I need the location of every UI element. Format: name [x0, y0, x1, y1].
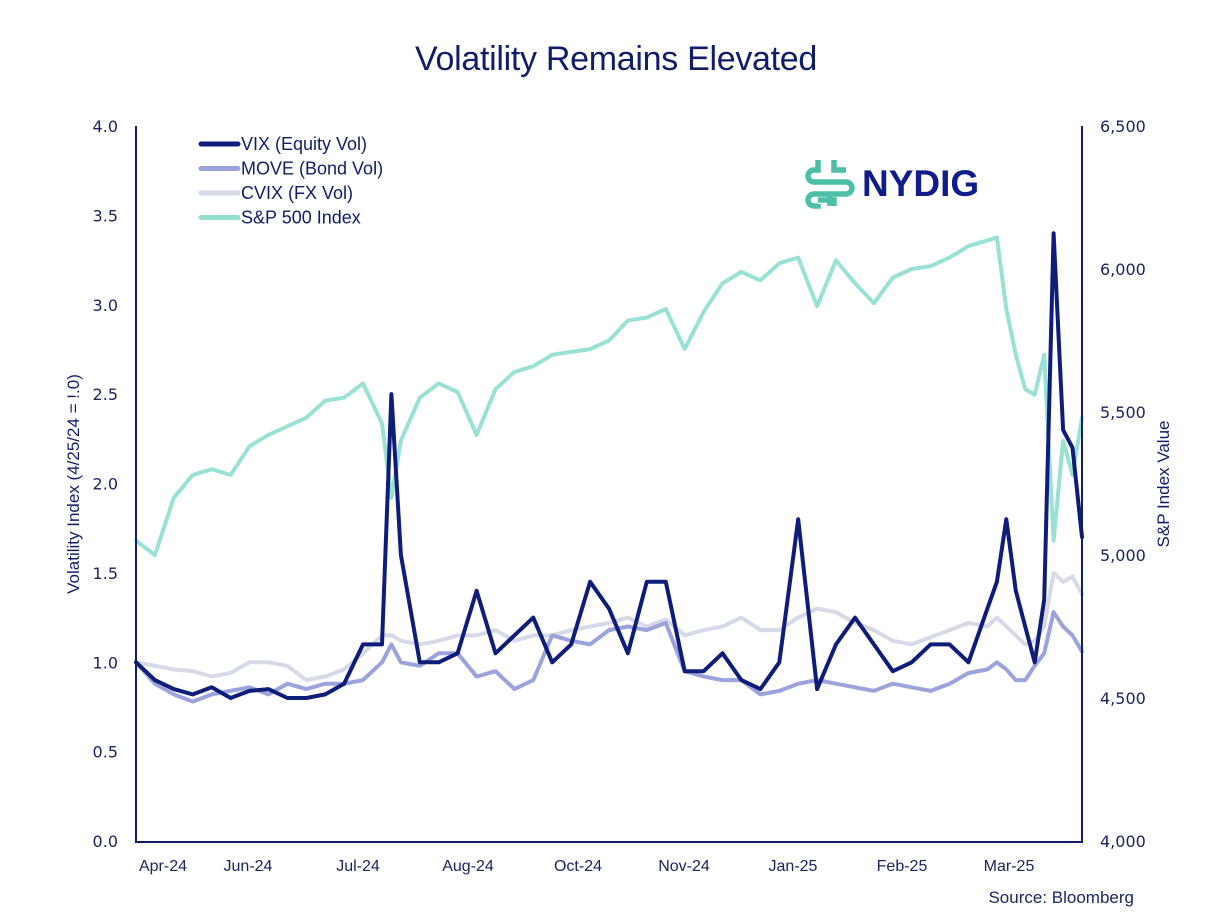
- right-tick-label: 5,000: [1100, 546, 1146, 565]
- left-axis-title: Volatility Index (4/25/24 = !.0): [64, 374, 83, 594]
- right-axis-ticks: 4,000 4,500 5,000 5,500 6,000 6,500: [1100, 117, 1146, 851]
- right-tick-label: 6,500: [1100, 117, 1146, 136]
- legend: VIX (Equity Vol) MOVE (Bond Vol) CVIX (FX …: [198, 134, 383, 228]
- legend-label: MOVE (Bond Vol): [241, 159, 383, 179]
- logo-text: NYDIG: [862, 163, 979, 204]
- x-tick-label: Feb-25: [877, 858, 928, 875]
- left-tick-label: 2.5: [93, 385, 118, 404]
- left-tick-label: 1.0: [93, 653, 118, 672]
- series-line-s-p-500-index: [134, 235, 1084, 557]
- left-tick-label: 2.0: [93, 475, 118, 494]
- x-tick-label: Jun-24: [224, 858, 273, 875]
- left-tick-label: 3.0: [93, 296, 118, 315]
- left-tick-label: 3.5: [93, 206, 118, 225]
- left-tick-label: 0.0: [93, 832, 118, 851]
- series-line-vix-equity-vol: [134, 231, 1084, 700]
- legend-item: CVIX (FX Vol): [198, 183, 353, 203]
- left-tick-label: 4.0: [93, 117, 118, 136]
- legend-label: CVIX (FX Vol): [241, 183, 353, 203]
- series-line-move-bond-vol: [134, 610, 1084, 704]
- right-tick-label: 5,500: [1100, 403, 1146, 422]
- logo-mark-icon: [805, 160, 855, 209]
- x-tick-label: Jan-25: [769, 858, 818, 875]
- x-axis-ticks: Apr-24 Jun-24 Jul-24 Aug-24 Oct-24 Nov-24 Jan-…: [139, 858, 1034, 875]
- legend-item: VIX (Equity Vol): [198, 134, 367, 154]
- series-line-cvix-fx-vol: [134, 570, 1084, 683]
- legend-item: MOVE (Bond Vol): [198, 159, 383, 179]
- left-axis-ticks: 0.0 0.5 1.0 1.5 2.0 2.5 3.0 3.5 4.0: [93, 117, 118, 851]
- legend-label: VIX (Equity Vol): [241, 134, 367, 154]
- chart-title: Volatility Remains Elevated: [415, 40, 817, 78]
- legend-item: S&P 500 Index: [198, 208, 361, 228]
- x-tick-label: Mar-25: [984, 858, 1035, 875]
- right-tick-label: 4,500: [1100, 689, 1146, 708]
- series-layer: [134, 231, 1084, 704]
- right-tick-label: 6,000: [1100, 260, 1146, 279]
- x-tick-label: Aug-24: [442, 858, 494, 875]
- right-tick-label: 4,000: [1100, 832, 1146, 851]
- source-note: Source: Bloomberg: [988, 888, 1134, 907]
- x-tick-label: Jul-24: [336, 858, 380, 875]
- nydig-logo: NYDIG: [805, 160, 979, 209]
- x-tick-label: Nov-24: [658, 858, 710, 875]
- right-axis-title: S&P Index Value: [1154, 421, 1173, 548]
- legend-label: S&P 500 Index: [241, 208, 361, 228]
- x-tick-label: Oct-24: [554, 858, 602, 875]
- left-tick-label: 0.5: [93, 743, 118, 762]
- x-tick-label: Apr-24: [139, 858, 187, 875]
- left-tick-label: 1.5: [93, 564, 118, 583]
